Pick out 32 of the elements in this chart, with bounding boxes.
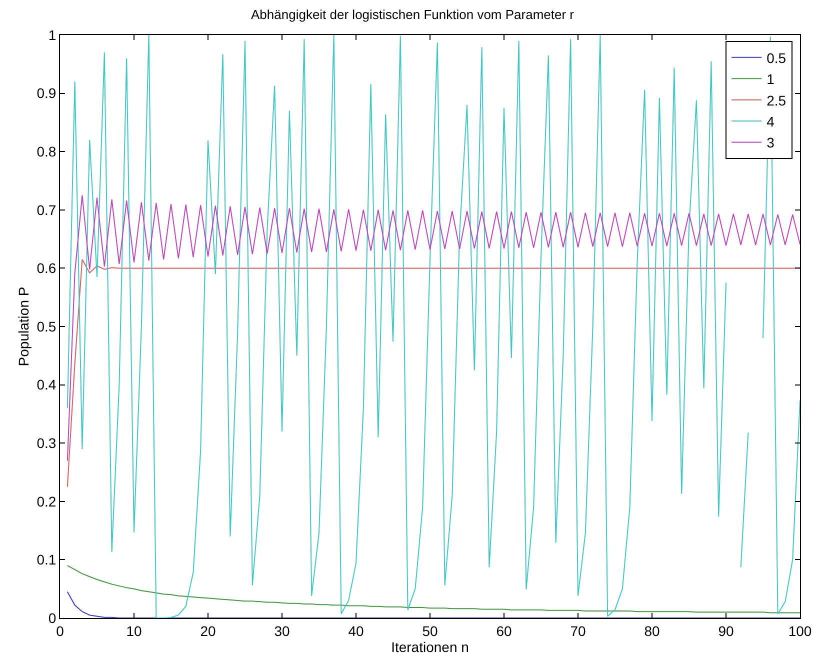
line-series [66, 591, 800, 618]
y-tick-label: 0.9 [36, 85, 56, 102]
x-tick-label: 100 [788, 622, 812, 639]
y-tick-label: 1 [48, 26, 56, 43]
x-tick-label: 90 [718, 622, 734, 639]
x-tick-label: 60 [496, 622, 512, 639]
y-axis-title: Population P [15, 286, 32, 366]
y-tick-label: 0.4 [36, 376, 56, 393]
legend-label: 0.5 [766, 50, 786, 66]
line-series [66, 565, 800, 614]
x-tick-label: 20 [200, 622, 216, 639]
y-tick-label: 0.6 [36, 260, 56, 276]
legend-label: 1 [766, 71, 775, 88]
x-axis-title: Iterationen n [391, 638, 469, 655]
line-series [66, 194, 800, 462]
y-tick-label: 0 [48, 610, 56, 626]
y-tick-label: 0.7 [36, 202, 56, 218]
legend-label: 4 [766, 113, 775, 130]
x-tick-label: 30 [274, 622, 290, 639]
x-tick-label: 80 [644, 622, 660, 639]
x-tick-label: 10 [126, 622, 142, 639]
x-tick-label: 40 [348, 622, 364, 639]
legend-label: 3 [766, 134, 775, 151]
y-tick-label: 0.5 [36, 318, 56, 334]
y-tick-label: 0.8 [36, 144, 56, 160]
legend-label: 2.5 [766, 92, 786, 108]
y-tick-label: 0.3 [36, 435, 56, 451]
chart-title: Abhängigkeit der logistischen Funktion vom Parameter r [251, 7, 575, 22]
x-tick-label: 70 [570, 622, 586, 639]
x-tick-label: 50 [422, 622, 438, 639]
y-tick-label: 0.2 [36, 493, 56, 510]
y-tick-label: 0.1 [36, 552, 56, 568]
